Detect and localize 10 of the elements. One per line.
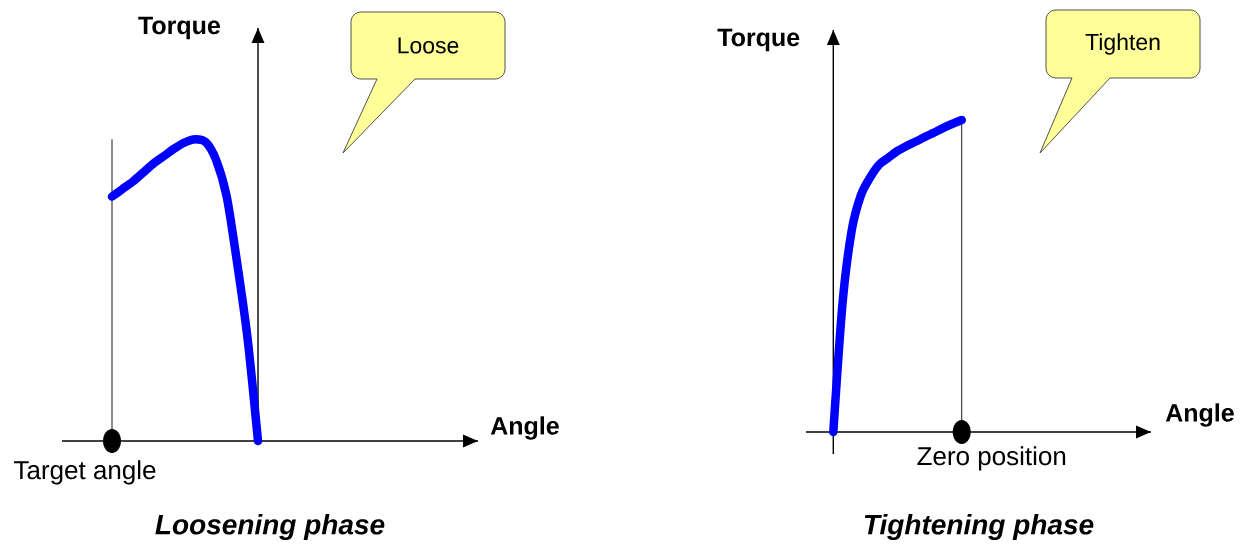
text: Tighten: [1085, 33, 1160, 55]
text: Loose: [398, 37, 459, 54]
text: Angle: [1165, 403, 1234, 427]
text: Tightening phase: [864, 513, 1094, 541]
text: Loosening phase: [155, 513, 385, 541]
y-axis-title: Torque: [717, 28, 800, 52]
text: Angle: [490, 416, 559, 440]
text: Target angle: [14, 460, 156, 485]
y-axis-title: Torque: [138, 16, 220, 40]
text: Zero position: [917, 446, 1066, 471]
